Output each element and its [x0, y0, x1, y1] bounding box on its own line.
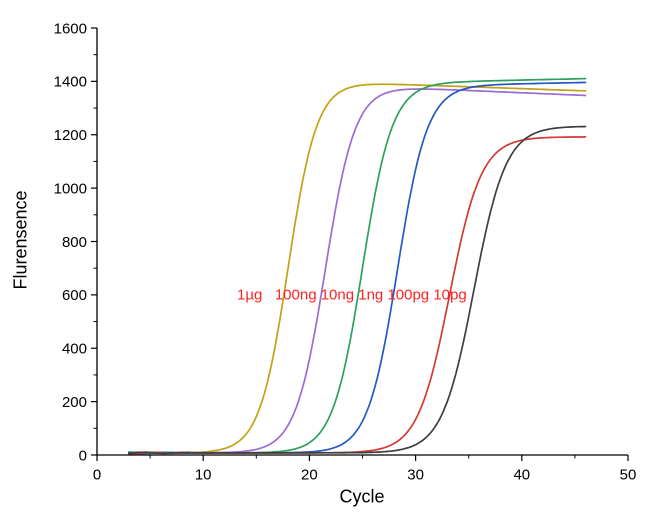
y-tick-label: 1600: [54, 20, 87, 37]
series-line-10pg: [128, 125, 587, 455]
y-tick-label: 1200: [54, 127, 87, 144]
series-line-1ug: [128, 83, 587, 455]
x-tick-label: 0: [93, 466, 101, 483]
x-axis-label: Cycle: [339, 486, 385, 507]
x-tick-label: 10: [195, 466, 212, 483]
y-axis-label: Flurensence: [10, 190, 31, 290]
x-tick-label: 20: [301, 466, 318, 483]
series-line-1ng: [128, 81, 587, 455]
series-annotation: 1µg 100ng 10ng 1ng 100pg 10pg: [237, 286, 467, 304]
x-tick-label: 50: [620, 466, 637, 483]
series-line-10ng: [128, 77, 587, 455]
y-tick-label: 400: [62, 341, 87, 358]
series-line-100ng: [128, 88, 587, 455]
y-tick-label: 1400: [54, 74, 87, 91]
x-tick-label: 40: [513, 466, 530, 483]
y-tick-label: 200: [62, 394, 87, 411]
y-tick-label: 800: [62, 234, 87, 251]
x-tick-label: 30: [407, 466, 424, 483]
y-tick-label: 1000: [54, 180, 87, 197]
y-tick-label: 0: [79, 447, 87, 464]
y-tick-label: 600: [62, 287, 87, 304]
